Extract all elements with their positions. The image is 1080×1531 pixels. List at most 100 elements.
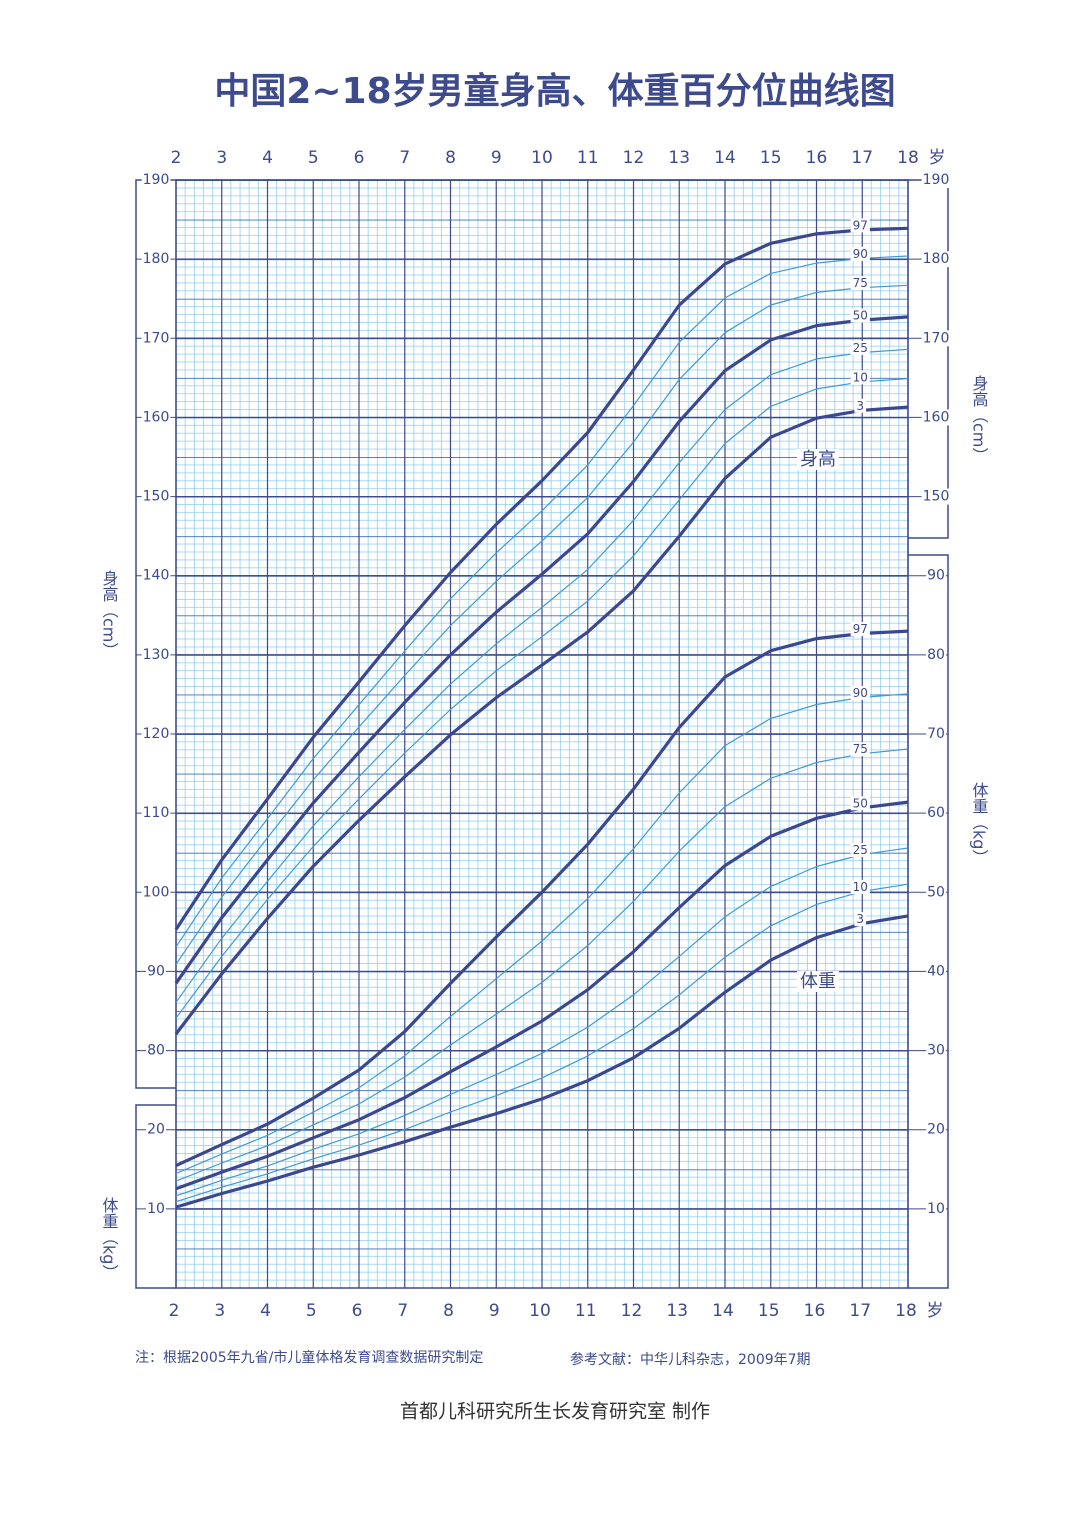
label-bg <box>850 843 870 858</box>
x-tick-label: 2 <box>171 148 182 168</box>
percentile-label: 50 <box>853 796 868 810</box>
x-tick-label: 4 <box>262 148 273 168</box>
x-tick-label: 5 <box>306 1301 317 1321</box>
x-tick-label: 13 <box>666 1301 688 1321</box>
percentile-line <box>175 883 909 1203</box>
y-tick-label: 90 <box>927 568 945 584</box>
axis-bracket <box>135 179 176 1089</box>
label-bg <box>850 796 870 811</box>
percentile-label: 90 <box>853 686 868 700</box>
tick-label-bg <box>141 172 171 188</box>
x-tick-label: 15 <box>760 148 782 168</box>
tick-label-bg <box>141 330 171 347</box>
y-tick-label: 80 <box>147 1043 165 1059</box>
annotation-bg <box>797 971 839 992</box>
y-tick-label: 160 <box>143 409 170 425</box>
x-tick-label: 6 <box>354 148 365 168</box>
label-bg <box>850 308 870 323</box>
x-tick-label: 3 <box>214 1301 225 1321</box>
x-tick-label: 12 <box>623 148 645 168</box>
percentile-line <box>175 629 909 1168</box>
y-tick-label: 10 <box>147 1201 165 1217</box>
x-tick-label: 5 <box>308 148 319 168</box>
x-tick-label: 4 <box>260 1301 271 1321</box>
tick-label-bg <box>141 488 171 505</box>
percentile-line <box>175 378 909 1019</box>
y-tick-label: 90 <box>147 963 165 979</box>
tick-label-bg <box>926 963 946 980</box>
tick-label-bg <box>926 884 946 901</box>
label-bg <box>850 879 870 894</box>
y-tick-label: 180 <box>923 251 950 267</box>
note: 参考文献：中华儿科杂志，2009年7期 <box>570 1351 811 1368</box>
tick-label-bg <box>921 409 951 426</box>
percentile-label: 90 <box>853 247 868 261</box>
percentile-line <box>174 315 909 985</box>
percentile-label: 3 <box>856 912 864 926</box>
x-tick-label: 13 <box>668 148 690 168</box>
x-tick-label: 9 <box>491 148 502 168</box>
x-tick-label: 15 <box>758 1301 780 1321</box>
percentile-label: 75 <box>853 276 868 290</box>
label-bg <box>854 912 867 927</box>
x-tick-label: 8 <box>443 1301 454 1321</box>
y-tick-label: 170 <box>143 330 170 346</box>
x-unit: 岁 <box>927 1301 944 1321</box>
percentile-line <box>175 847 909 1197</box>
y-tick-label: 70 <box>927 726 945 742</box>
x-tick-label: 14 <box>714 148 736 168</box>
tick-label-bg <box>141 251 171 268</box>
x-tick-label: 9 <box>489 1301 500 1321</box>
label-bg <box>850 218 870 233</box>
tick-label-bg <box>921 330 951 347</box>
y-tick-label: 10 <box>927 1201 945 1217</box>
label-bg <box>854 398 867 413</box>
y-tick-label: 60 <box>927 805 945 821</box>
percentile-label: 50 <box>853 309 868 323</box>
tick-label-bg <box>926 646 946 663</box>
tick-label-bg <box>926 1042 946 1059</box>
y-tick-label: 100 <box>143 884 170 900</box>
x-tick-label: 10 <box>531 148 553 168</box>
y-tick-label: 130 <box>143 647 170 663</box>
y-tick-label: 170 <box>923 330 950 346</box>
x-tick-label: 16 <box>804 1301 826 1321</box>
tick-label-bg <box>926 726 946 742</box>
x-tick-label: 2 <box>169 1301 180 1321</box>
tick-label-bg <box>146 963 166 980</box>
y-tick-label: 110 <box>143 805 170 821</box>
x-tick-label: 3 <box>216 148 227 168</box>
percentile-line <box>175 748 909 1182</box>
x-tick-label: 12 <box>621 1301 643 1321</box>
tick-label-bg <box>146 1200 166 1217</box>
credit: 首都儿科研究所生长发育研究室 制作 <box>400 1401 710 1423</box>
percentile-line <box>175 348 909 1003</box>
annotation: 体重 <box>800 971 836 992</box>
y-axis-label: 身高（cm） <box>100 570 119 658</box>
percentile-label: 25 <box>853 341 868 355</box>
percentile-line <box>175 693 909 1175</box>
x-unit: 岁 <box>929 148 946 168</box>
tick-label-bg <box>926 1121 946 1138</box>
label-bg <box>850 341 870 356</box>
label-bg <box>850 621 870 636</box>
y-tick-label: 140 <box>143 568 170 584</box>
chart-title: 中国2~18岁男童身高、体重百分位曲线图 <box>214 70 895 112</box>
note: 注：根据2005年九省/市儿童体格发育调查数据研究制定 <box>135 1349 483 1366</box>
y-tick-label: 190 <box>923 172 950 188</box>
y2-axis-label: 体重（kg） <box>970 782 989 865</box>
tick-label-bg <box>141 646 171 663</box>
percentile-line <box>174 405 909 1035</box>
x-tick-label: 17 <box>851 148 873 168</box>
x-tick-label: 11 <box>577 148 599 168</box>
y-tick-label: 40 <box>927 963 945 979</box>
y-tick-label: 120 <box>143 726 170 742</box>
percentile-line <box>175 284 909 965</box>
percentile-line <box>174 226 909 931</box>
tick-label-bg <box>921 488 951 505</box>
tick-label-bg <box>141 567 171 584</box>
axis-bracket <box>908 179 949 539</box>
percentile-line <box>175 800 909 1191</box>
